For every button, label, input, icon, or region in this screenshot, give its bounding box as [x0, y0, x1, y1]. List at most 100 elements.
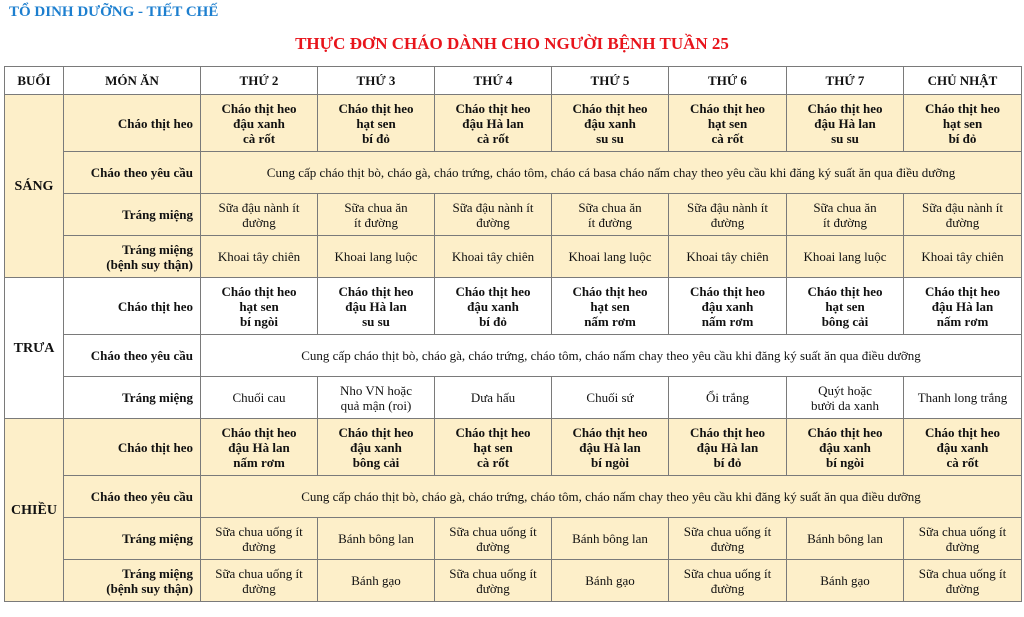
menu-cell-line: bí ngòi	[591, 454, 629, 470]
menu-cell-line: bí ngòi	[826, 454, 864, 470]
dish-label-line: Cháo thịt heo	[117, 298, 193, 314]
menu-cell-line: đậu Hà lan	[696, 439, 759, 455]
menu-cell: Cháo thịt heo hạt sen bông cải	[786, 277, 904, 335]
menu-cell: Dưa hấu	[434, 376, 552, 419]
column-header: THỨ 3	[317, 66, 435, 95]
dish-label-line: Tráng miệng	[122, 207, 193, 222]
menu-cell-line: bí đỏ	[713, 454, 742, 470]
menu-cell-line: cà rốt	[476, 454, 510, 470]
menu-cell-line: Cháo thịt heo	[689, 424, 766, 440]
menu-cell: Cháo thịt heo đậu xanh bí ngòi	[786, 418, 904, 476]
menu-cell: Sữa đậu nành ít đường	[668, 193, 787, 236]
menu-cell-line: quả mận (roi)	[340, 397, 412, 413]
menu-cell-line: Sữa chua ăn	[578, 199, 642, 215]
column-header: THỨ 7	[786, 66, 904, 95]
dish-label: Tráng miệng	[63, 376, 201, 419]
column-header: THỨ 5	[551, 66, 669, 95]
dish-label: Cháo theo yêu cầu	[63, 334, 201, 377]
menu-cell: Bánh bông lan	[317, 517, 435, 560]
menu-cell-line: Sữa chua ăn	[344, 199, 408, 215]
menu-cell-line: cà rốt	[711, 130, 744, 146]
menu-cell-line: đường	[945, 538, 980, 554]
menu-cell-line: bí ngòi	[240, 313, 278, 329]
menu-cell: Sữa đậu nành ít đường	[200, 193, 318, 236]
menu-cell-line: Sữa chua uống ít	[449, 565, 537, 581]
menu-cell-line: Sữa đậu nành ít	[218, 199, 300, 215]
column-header: THỨ 6	[668, 66, 787, 95]
menu-cell-line: Khoai tây chiên	[686, 249, 769, 264]
column-header: BUỔI	[4, 66, 64, 95]
menu-cell-line: su su	[596, 130, 624, 146]
menu-cell-line: Bánh bông lan	[572, 531, 648, 546]
menu-cell: Cháo thịt heo hạt sen bí ngòi	[200, 277, 318, 335]
menu-cell-line: đường	[476, 580, 510, 596]
menu-cell-line: Sữa đậu nành ít	[452, 199, 534, 215]
menu-row: Cháo theo yêu cầu Cung cấp cháo thịt bò, …	[5, 475, 1022, 518]
dish-label-line: Tráng miệng	[122, 531, 193, 546]
menu-cell: Thanh long trắng	[903, 376, 1022, 419]
menu-cell-line: đậu xanh	[350, 439, 402, 455]
menu-cell: Cháo thịt heo đậu Hà lan bí ngòi	[551, 418, 669, 476]
menu-cell-line: Sữa đậu nành ít	[686, 199, 769, 215]
menu-cell-line: đậu Hà lan	[345, 298, 407, 314]
dish-label-line: Cháo theo yêu cầu	[90, 165, 193, 180]
menu-cell: Cháo thịt heo đậu Hà lan nấm rơm	[903, 277, 1022, 335]
menu-cell-line: hạt sen	[239, 298, 279, 314]
menu-cell: Nho VN hoặc quả mận (roi)	[317, 376, 435, 419]
dish-label-line: Cháo thịt heo	[117, 439, 193, 455]
menu-cell-line: đường	[476, 214, 510, 230]
menu-cell-line: Thanh long trắng	[917, 390, 1008, 405]
menu-row: Cháo theo yêu cầu Cung cấp cháo thịt bò, …	[5, 334, 1022, 377]
dish-label: Tráng miệng (bệnh suy thận)	[63, 235, 201, 278]
menu-cell-line: Cháo thịt heo	[338, 424, 414, 440]
menu-cell-line: ít đường	[354, 214, 398, 230]
menu-cell-line: Bánh gạo	[351, 573, 401, 588]
menu-cell: Cháo thịt heo hạt sen cà rốt	[668, 94, 787, 152]
menu-cell-line: cà rốt	[946, 454, 979, 470]
menu-cell-line: ít đường	[588, 214, 632, 230]
menu-cell: Sữa chua uống ít đường	[668, 559, 787, 602]
menu-cell-line: nấm rơm	[701, 313, 754, 329]
menu-cell: Sữa chua ăn ít đường	[551, 193, 669, 236]
dish-label-line: Cháo theo yêu cầu	[90, 348, 193, 363]
on-request-note: Cung cấp cháo thịt bò, cháo gà, cháo trứ…	[200, 475, 1022, 518]
menu-cell-line: bưởi da xanh	[810, 397, 880, 413]
menu-cell: Quýt hoặc bưởi da xanh	[786, 376, 904, 419]
menu-row: Tráng miệng (bệnh suy thận) Sữa chua uống …	[5, 559, 1022, 602]
dish-label-line: Cháo thịt heo	[117, 115, 193, 131]
dish-label-line: Tráng miệng	[122, 390, 193, 405]
dish-label: Cháo thịt heo	[63, 94, 201, 152]
menu-cell-line: đường	[710, 580, 745, 596]
menu-cell-line: nấm rơm	[936, 313, 989, 329]
menu-cell-line: Cháo thịt heo	[572, 283, 648, 299]
menu-row: Cháo theo yêu cầu Cung cấp cháo thịt bò, …	[5, 151, 1022, 194]
menu-cell: Khoai tây chiên	[903, 235, 1022, 278]
menu-cell-line: Cháo thịt heo	[338, 100, 414, 116]
menu-cell-line: Khoai lang luộc	[803, 249, 887, 264]
menu-cell-line: Cháo thịt heo	[455, 283, 531, 299]
menu-cell-line: đậu Hà lan	[462, 115, 524, 131]
menu-row: Tráng miệng (bệnh suy thận) Khoai tây chiê…	[5, 235, 1022, 278]
menu-cell-line: đường	[476, 538, 510, 554]
menu-cell: Chuối cau	[200, 376, 318, 419]
menu-cell: Khoai tây chiên	[200, 235, 318, 278]
menu-cell-line: đường	[945, 580, 980, 596]
menu-cell-line: Cháo thịt heo	[221, 283, 297, 299]
menu-cell-line: đậu xanh	[819, 439, 871, 455]
menu-cell: Sữa chua uống ít đường	[903, 517, 1022, 560]
menu-cell-line: đường	[710, 214, 745, 230]
menu-cell: Sữa đậu nành ít đường	[434, 193, 552, 236]
menu-table: BUỔI MÓN ĂN THỨ 2 THỨ 3 THỨ 4 THỨ 5 THỨ 6 THỨ 7…	[4, 66, 1022, 602]
menu-cell-line: hạt sen	[473, 439, 513, 455]
menu-cell: Sữa đậu nành ít đường	[903, 193, 1022, 236]
menu-cell-line: bí đỏ	[948, 130, 977, 146]
menu-cell: Khoai tây chiên	[434, 235, 552, 278]
menu-cell-line: Khoai lang luộc	[334, 249, 418, 264]
menu-cell: Cháo thịt heo hạt sen bí đỏ	[903, 94, 1022, 152]
menu-cell: Cháo thịt heo đậu Hà lan nấm rơm	[200, 418, 318, 476]
menu-cell-line: hạt sen	[825, 298, 865, 314]
menu-cell: Bánh bông lan	[551, 517, 669, 560]
menu-cell: Ổi trắng	[668, 376, 787, 419]
menu-cell: Cháo thịt heo hạt sen bí đỏ	[317, 94, 435, 152]
menu-row: Tráng miệng Sữa chua uống ít đường Bánh bôn…	[5, 517, 1022, 560]
